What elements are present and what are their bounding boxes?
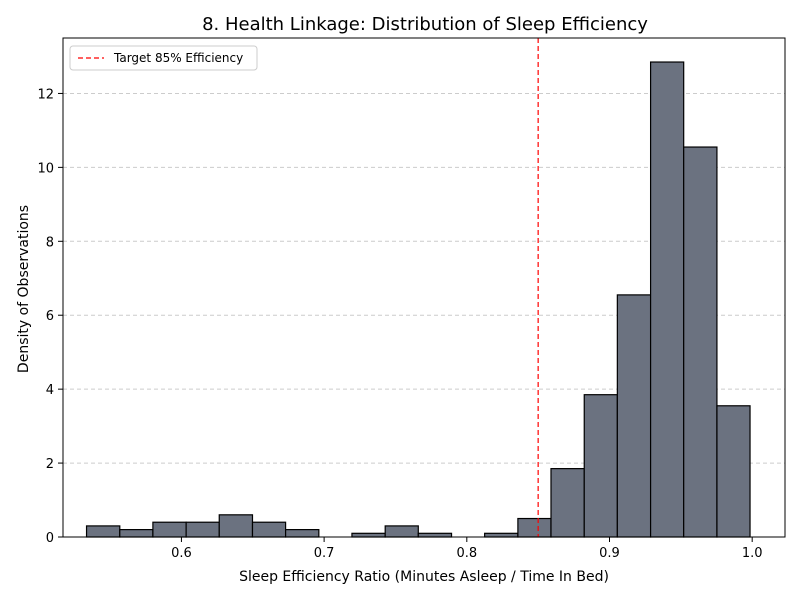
legend: Target 85% Efficiency [69, 45, 258, 71]
histogram-bar [550, 468, 585, 538]
y-tick-label: 4 [46, 383, 54, 398]
histogram-bar [683, 146, 718, 538]
histogram-bar [185, 521, 220, 538]
histogram-bar [517, 517, 552, 538]
histogram-bar [119, 529, 154, 538]
x-tick-label: 0.6 [171, 546, 192, 561]
y-tick-label: 10 [37, 161, 54, 176]
x-tick-label: 1.0 [742, 546, 763, 561]
histogram-bar [616, 294, 652, 538]
y-tick-label: 2 [46, 457, 54, 472]
histogram-bar [351, 532, 386, 538]
histogram-bar [716, 405, 751, 538]
histogram-bar [649, 61, 685, 538]
histogram-bar [384, 525, 419, 538]
histogram-bar [284, 529, 320, 538]
x-tick-label: 0.7 [314, 546, 335, 561]
y-tick-label: 0 [46, 531, 54, 546]
y-axis-label: Density of Observations [16, 205, 32, 373]
y-tick-label: 12 [37, 87, 54, 102]
y-tick-label: 6 [46, 309, 54, 324]
grid-lines [63, 92, 785, 464]
histogram-bar [251, 521, 287, 538]
histogram-bar [218, 514, 254, 538]
histogram-bar [85, 525, 121, 538]
y-tick-label: 8 [46, 235, 54, 250]
x-tick-label: 0.9 [599, 546, 620, 561]
chart-title: 8. Health Linkage: Distribution of Sleep… [202, 14, 648, 35]
histogram-bars [85, 61, 751, 538]
histogram-bar [417, 532, 453, 538]
plot-frame [62, 37, 786, 538]
legend-label: Target 85% Efficiency [113, 51, 243, 65]
histogram-bar [152, 521, 187, 538]
histogram-bar [583, 394, 618, 538]
x-axis-label: Sleep Efficiency Ratio (Minutes Asleep /… [239, 569, 609, 585]
axes: 0.6 0.7 0.8 0.9 1.0 0 2 4 6 8 10 12 [37, 37, 786, 561]
histogram-bar [484, 532, 519, 538]
x-tick-label: 0.8 [456, 546, 477, 561]
legend-box [69, 45, 258, 71]
